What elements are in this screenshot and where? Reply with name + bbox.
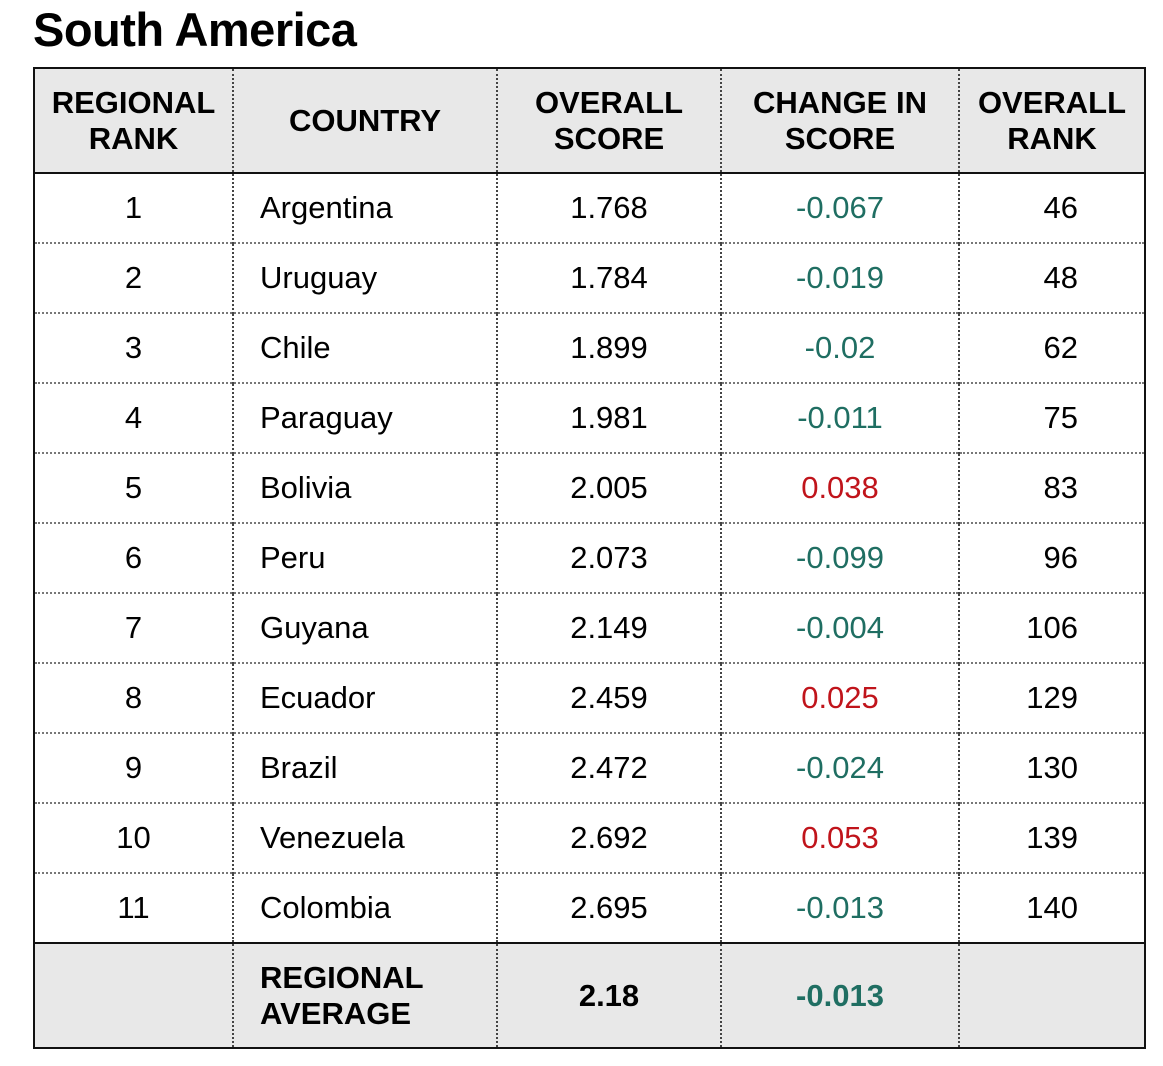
country: Guyana [232, 592, 498, 663]
column-header: OVERALL SCORE [496, 68, 722, 174]
country: Argentina [232, 172, 498, 243]
country: Uruguay [232, 242, 498, 313]
overall-score: 1.768 [496, 172, 722, 243]
overall-score: 2.692 [496, 802, 722, 873]
change-in-score: -0.013 [720, 872, 960, 943]
overall-rank: 96 [958, 522, 1146, 593]
change-in-score: -0.004 [720, 592, 960, 663]
table-row: 8 Ecuador 2.459 0.025 129 [33, 662, 1146, 733]
empty-cell [958, 942, 1146, 1048]
regional-rank: 6 [33, 522, 234, 593]
change-in-score: -0.067 [720, 172, 960, 243]
overall-score: 2.149 [496, 592, 722, 663]
change-in-score: -0.02 [720, 312, 960, 383]
overall-score: 2.073 [496, 522, 722, 593]
regional-rank: 8 [33, 662, 234, 733]
regional-rank: 10 [33, 802, 234, 873]
overall-score: 1.899 [496, 312, 722, 383]
regional-rank: 2 [33, 242, 234, 313]
column-header: REGIONAL RANK [33, 68, 234, 174]
table-row: 5 Bolivia 2.005 0.038 83 [33, 452, 1146, 523]
overall-score: 1.784 [496, 242, 722, 313]
average-change: -0.013 [720, 942, 960, 1048]
change-in-score: -0.019 [720, 242, 960, 313]
country: Paraguay [232, 382, 498, 453]
score-table: REGIONAL RANK COUNTRY OVERALL SCORE CHANGE … [33, 67, 1146, 1049]
table-row: 6 Peru 2.073 -0.099 96 [33, 522, 1146, 593]
regional-rank: 1 [33, 172, 234, 243]
table-row: 1 Argentina 1.768 -0.067 46 [33, 172, 1146, 243]
header-row: REGIONAL RANK COUNTRY OVERALL SCORE CHANGE … [33, 68, 1146, 174]
table-row: 4 Paraguay 1.981 -0.011 75 [33, 382, 1146, 453]
overall-score: 2.472 [496, 732, 722, 803]
overall-score: 1.981 [496, 382, 722, 453]
column-header: COUNTRY [232, 68, 498, 174]
title: South America [33, 3, 357, 56]
table-row: 3 Chile 1.899 -0.02 62 [33, 312, 1146, 383]
country: Peru [232, 522, 498, 593]
table-row: 9 Brazil 2.472 -0.024 130 [33, 732, 1146, 803]
regional-rank: 5 [33, 452, 234, 523]
overall-score: 2.459 [496, 662, 722, 733]
overall-score: 2.005 [496, 452, 722, 523]
table-row: 11 Colombia 2.695 -0.013 140 [33, 872, 1146, 943]
regional-rank: 11 [33, 872, 234, 943]
country: Ecuador [232, 662, 498, 733]
overall-rank: 75 [958, 382, 1146, 453]
overall-rank: 83 [958, 452, 1146, 523]
column-header: OVERALL RANK [958, 68, 1146, 174]
change-in-score: -0.011 [720, 382, 960, 453]
regional-rank: 4 [33, 382, 234, 453]
regional-rank: 3 [33, 312, 234, 383]
country: Bolivia [232, 452, 498, 523]
country: Chile [232, 312, 498, 383]
overall-rank: 48 [958, 242, 1146, 313]
country: Colombia [232, 872, 498, 943]
overall-rank: 130 [958, 732, 1146, 803]
table-row: 7 Guyana 2.149 -0.004 106 [33, 592, 1146, 663]
average-score: 2.18 [496, 942, 722, 1048]
change-in-score: -0.024 [720, 732, 960, 803]
regional-rank: 7 [33, 592, 234, 663]
overall-rank: 62 [958, 312, 1146, 383]
overall-rank: 140 [958, 872, 1146, 943]
overall-rank: 139 [958, 802, 1146, 873]
overall-rank: 46 [958, 172, 1146, 243]
country: Brazil [232, 732, 498, 803]
regional-rank: 9 [33, 732, 234, 803]
overall-rank: 129 [958, 662, 1146, 733]
table-row: 10 Venezuela 2.692 0.053 139 [33, 802, 1146, 873]
table-header: REGIONAL RANK COUNTRY OVERALL SCORE CHANGE … [33, 68, 1146, 174]
overall-rank: 106 [958, 592, 1146, 663]
country: Venezuela [232, 802, 498, 873]
change-in-score: 0.038 [720, 452, 960, 523]
table-row: 2 Uruguay 1.784 -0.019 48 [33, 242, 1146, 313]
change-in-score: 0.025 [720, 662, 960, 733]
empty-cell [33, 942, 234, 1048]
footer-row: REGIONAL AVERAGE 2.18 -0.013 [33, 942, 1146, 1048]
overall-score: 2.695 [496, 872, 722, 943]
average-label: REGIONAL AVERAGE [232, 942, 498, 1048]
table-footer: REGIONAL AVERAGE 2.18 -0.013 [33, 942, 1146, 1048]
change-in-score: -0.099 [720, 522, 960, 593]
change-in-score: 0.053 [720, 802, 960, 873]
table-body: 1 Argentina 1.768 -0.067 46 2 Uruguay 1.784 -0.0… [33, 172, 1146, 943]
column-header: CHANGE IN SCORE [720, 68, 960, 174]
